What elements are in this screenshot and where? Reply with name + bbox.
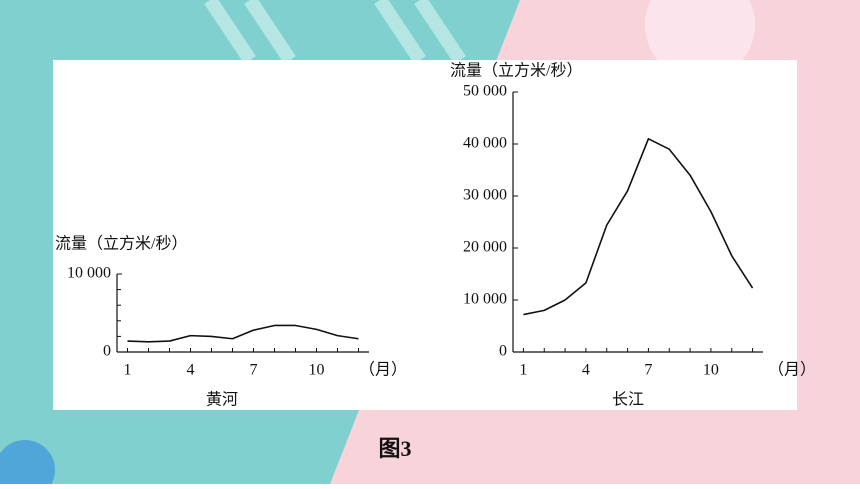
chart-title: 长江 xyxy=(612,391,644,409)
x-tick-label: 7 xyxy=(250,362,258,379)
decor-ball xyxy=(0,440,55,489)
y-tick-label: 0 xyxy=(499,343,507,360)
data-line xyxy=(127,324,359,343)
decor-ball xyxy=(645,0,755,80)
x-axis-label: （月） xyxy=(768,361,816,379)
caption: 图3 xyxy=(378,436,411,461)
y-tick-label: 50 000 xyxy=(463,83,507,100)
chart-title: 黄河 xyxy=(206,391,238,409)
y-tick-label: 30 000 xyxy=(463,187,507,204)
y-tick-label: 20 000 xyxy=(463,239,507,256)
x-tick-label: 1 xyxy=(519,362,527,379)
y-tick-label: 40 000 xyxy=(463,135,507,152)
x-tick-label: 4 xyxy=(187,362,195,379)
x-tick-label: 4 xyxy=(582,362,590,379)
x-axis-label: （月） xyxy=(359,361,407,379)
y-axis-label: 流量（立方米/秒） xyxy=(55,235,187,253)
x-tick-label: 10 xyxy=(703,362,719,379)
stripes xyxy=(204,0,466,64)
x-tick-label: 1 xyxy=(124,362,132,379)
data-line xyxy=(523,138,754,316)
x-tick-label: 10 xyxy=(309,362,325,379)
y-tick-label: 0 xyxy=(103,343,111,360)
y-tick-label: 10 000 xyxy=(67,265,111,282)
y-tick-label: 10 000 xyxy=(463,291,507,308)
x-tick-label: 7 xyxy=(644,362,652,379)
y-axis-label: 流量（立方米/秒） xyxy=(450,62,582,80)
